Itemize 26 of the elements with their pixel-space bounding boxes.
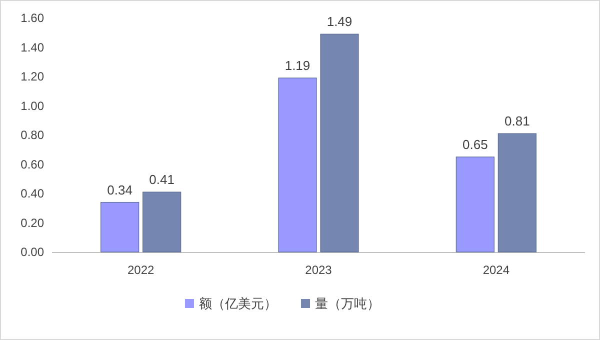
- y-tick-label: 0.80: [20, 128, 44, 142]
- y-tick-label: 1.20: [20, 70, 44, 84]
- data-label: 1.49: [326, 14, 352, 30]
- x-tick-label: 2022: [127, 263, 155, 277]
- legend-label: 量（万吨）: [315, 296, 380, 311]
- bar: [456, 156, 494, 252]
- y-tick-label: 0.00: [20, 245, 44, 259]
- y-tick-label: 1.00: [20, 98, 44, 113]
- y-tick-label: 0.20: [20, 216, 44, 230]
- x-tick-label: 2023: [305, 263, 332, 277]
- data-label: 0.41: [149, 172, 174, 188]
- bar: [100, 202, 140, 252]
- legend-label: 额（亿美元）: [199, 296, 277, 311]
- bar: [142, 192, 182, 252]
- x-tick-label: 2024: [482, 263, 510, 277]
- bar: [278, 78, 317, 252]
- y-tick-label: 0.60: [20, 157, 44, 172]
- data-label: 0.81: [504, 114, 530, 129]
- bar: [320, 34, 359, 252]
- y-tick-label: 1.60: [20, 11, 44, 25]
- bar: [498, 133, 536, 252]
- data-label: 1.19: [284, 58, 310, 73]
- y-tick-label: 0.40: [20, 186, 44, 200]
- y-tick-label: 1.40: [20, 40, 44, 54]
- data-label: 0.65: [462, 136, 488, 152]
- data-label: 0.34: [107, 182, 132, 198]
